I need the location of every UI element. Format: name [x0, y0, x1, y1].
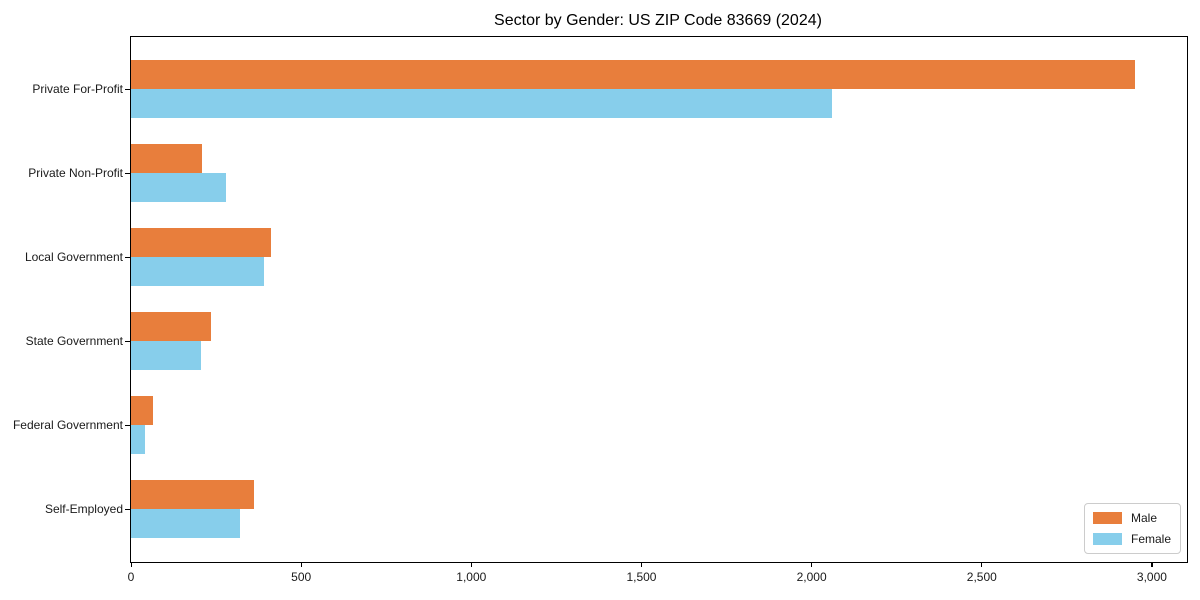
bar-male-0: [131, 60, 1135, 89]
y-axis-label-4: Federal Government: [12, 418, 123, 432]
chart-title: Sector by Gender: US ZIP Code 83669 (202…: [494, 12, 822, 29]
bar-female-3: [131, 341, 201, 370]
legend-label-female: Female: [1130, 532, 1171, 546]
x-tick-mark-0: [130, 562, 132, 567]
bar-male-1: [131, 144, 203, 173]
x-axis-label-5: 2,500: [966, 570, 997, 584]
y-axis-label-2: Local Government: [24, 250, 123, 264]
plot-area: Male Female Private For-Profit Private No…: [13, 36, 1188, 584]
y-axis-label-3: State Government: [25, 334, 123, 348]
x-tick-mark-4: [811, 562, 813, 567]
bar-female-0: [131, 89, 833, 118]
bars-layer: [131, 37, 1187, 562]
x-axis-label-2: 1,000: [456, 570, 487, 584]
x-axis-label-0: 0: [127, 570, 135, 584]
y-tick-mark-4: [125, 424, 130, 426]
bar-female-4: [131, 425, 145, 454]
y-axis-label-1: Private Non-Profit: [28, 166, 123, 180]
male-series-swatch: [1092, 512, 1122, 524]
x-tick-mark-5: [981, 562, 983, 567]
bar-male-4: [131, 396, 154, 425]
y-tick-mark-5: [125, 508, 130, 510]
legend: Male Female: [1083, 503, 1181, 554]
y-tick-mark-0: [125, 88, 130, 90]
y-axis-label-5: Self-Employed: [44, 502, 123, 516]
legend-item-female: Female: [1092, 532, 1171, 546]
x-tick-mark-2: [470, 562, 472, 567]
bar-male-5: [131, 480, 254, 509]
y-axis-label-0: Private For-Profit: [32, 82, 123, 96]
y-tick-mark-2: [125, 256, 130, 258]
x-axis-label-6: 3,000: [1136, 570, 1167, 584]
bar-male-2: [131, 228, 271, 257]
x-axis-label-1: 500: [291, 570, 312, 584]
x-tick-mark-6: [1151, 562, 1153, 567]
x-tick-mark-3: [640, 562, 643, 567]
legend-label-male: Male: [1130, 511, 1157, 525]
female-series-swatch: [1092, 533, 1122, 545]
bar-male-3: [131, 312, 211, 341]
bar-female-2: [131, 257, 264, 286]
legend-item-male: Male: [1092, 511, 1171, 525]
x-axis-label-3: 1,500: [626, 570, 657, 584]
x-axis-label-4: 2,000: [796, 570, 827, 584]
y-tick-mark-3: [125, 340, 130, 342]
bar-female-1: [131, 173, 227, 202]
y-tick-mark-1: [125, 172, 130, 174]
x-tick-mark-1: [300, 562, 302, 567]
bar-female-5: [131, 509, 240, 538]
